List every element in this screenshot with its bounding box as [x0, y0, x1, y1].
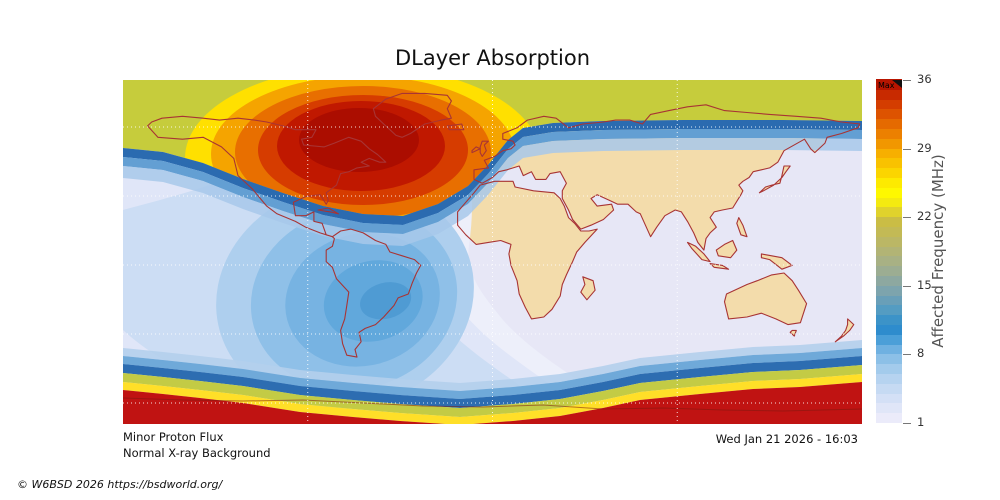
- colorbar-segment: [876, 157, 902, 169]
- colorbar-segment: [876, 246, 902, 257]
- colorbar-tick-label: 1: [917, 415, 925, 429]
- colorbar-segment: [876, 187, 902, 198]
- colorbar-max-label: Max: [878, 81, 895, 90]
- colorbar-segment: [876, 412, 902, 423]
- world-absorption-map: [123, 80, 862, 424]
- colorbar-segment: [876, 89, 902, 100]
- colorbar-segment: [876, 324, 902, 335]
- colorbar-segment: [876, 197, 902, 208]
- colorbar-tick-label: 22: [917, 209, 932, 224]
- colorbar-overflow-arrow-icon: [892, 80, 902, 88]
- colorbar-segment: [876, 363, 902, 374]
- colorbar-segment: [876, 118, 902, 129]
- colorbar-tick-mark: [903, 285, 911, 287]
- colorbar-segment: [876, 265, 902, 276]
- timestamp: Wed Jan 21 2026 - 16:03: [715, 432, 858, 446]
- colorbar-segment: [876, 177, 902, 188]
- colorbar-segment: [876, 216, 902, 227]
- colorbar-tick-mark: [903, 217, 911, 219]
- colorbar-segment: [876, 383, 902, 394]
- colorbar-segment: [876, 295, 902, 306]
- colorbar-segment: [876, 275, 902, 286]
- colorbar-segment: [876, 304, 902, 316]
- colorbar-segment: [876, 108, 902, 120]
- colorbar-segment: [876, 148, 902, 159]
- colorbar-segment: [876, 373, 902, 384]
- colorbar-segment: [876, 79, 902, 90]
- colorbar-tick-label: 36: [917, 72, 932, 86]
- xray-status: Normal X-ray Background: [123, 446, 271, 460]
- colorbar-segment: [876, 255, 902, 267]
- colorbar-ticks: 36 29 22 15 8 1: [903, 72, 963, 429]
- colorbar-tick-label: 29: [917, 140, 932, 155]
- colorbar-segment: [876, 99, 902, 110]
- proton-flux-status: Minor Proton Flux: [123, 430, 224, 444]
- colorbar-axis-label: Affected Frequency (MHz): [929, 154, 947, 348]
- colorbar-segment: [876, 226, 902, 237]
- graticule: [123, 80, 862, 424]
- figure-title: DLayer Absorption: [394, 46, 591, 70]
- colorbar-segment: [876, 402, 902, 414]
- colorbar-segment: [876, 285, 902, 296]
- colorbar-tick-mark: [903, 80, 911, 81]
- colorbar-segment: [876, 206, 902, 218]
- colorbar-segment: [876, 138, 902, 149]
- colorbar-tick-label: 8: [917, 346, 925, 361]
- colorbar-tick-mark: [903, 423, 911, 424]
- colorbar-segment: [876, 334, 902, 345]
- colorbar-segment: [876, 128, 902, 139]
- colorbar: Max: [876, 79, 902, 423]
- colorbar-tick-mark: [903, 148, 911, 150]
- colorbar-tick-label: 15: [917, 277, 932, 292]
- north-polar-cap: [123, 80, 862, 246]
- coastlines: [147, 92, 861, 358]
- colorbar-segment: [876, 314, 902, 325]
- colorbar-tick-mark: [903, 354, 911, 356]
- colorbar-segment: [876, 393, 902, 404]
- colorbar-segment: [876, 167, 902, 178]
- colorbar-segment: [876, 353, 902, 365]
- copyright: © W6BSD 2026 https://bsdworld.org/: [17, 478, 223, 491]
- colorbar-segment: [876, 236, 902, 247]
- colorbar-segment: [876, 344, 902, 355]
